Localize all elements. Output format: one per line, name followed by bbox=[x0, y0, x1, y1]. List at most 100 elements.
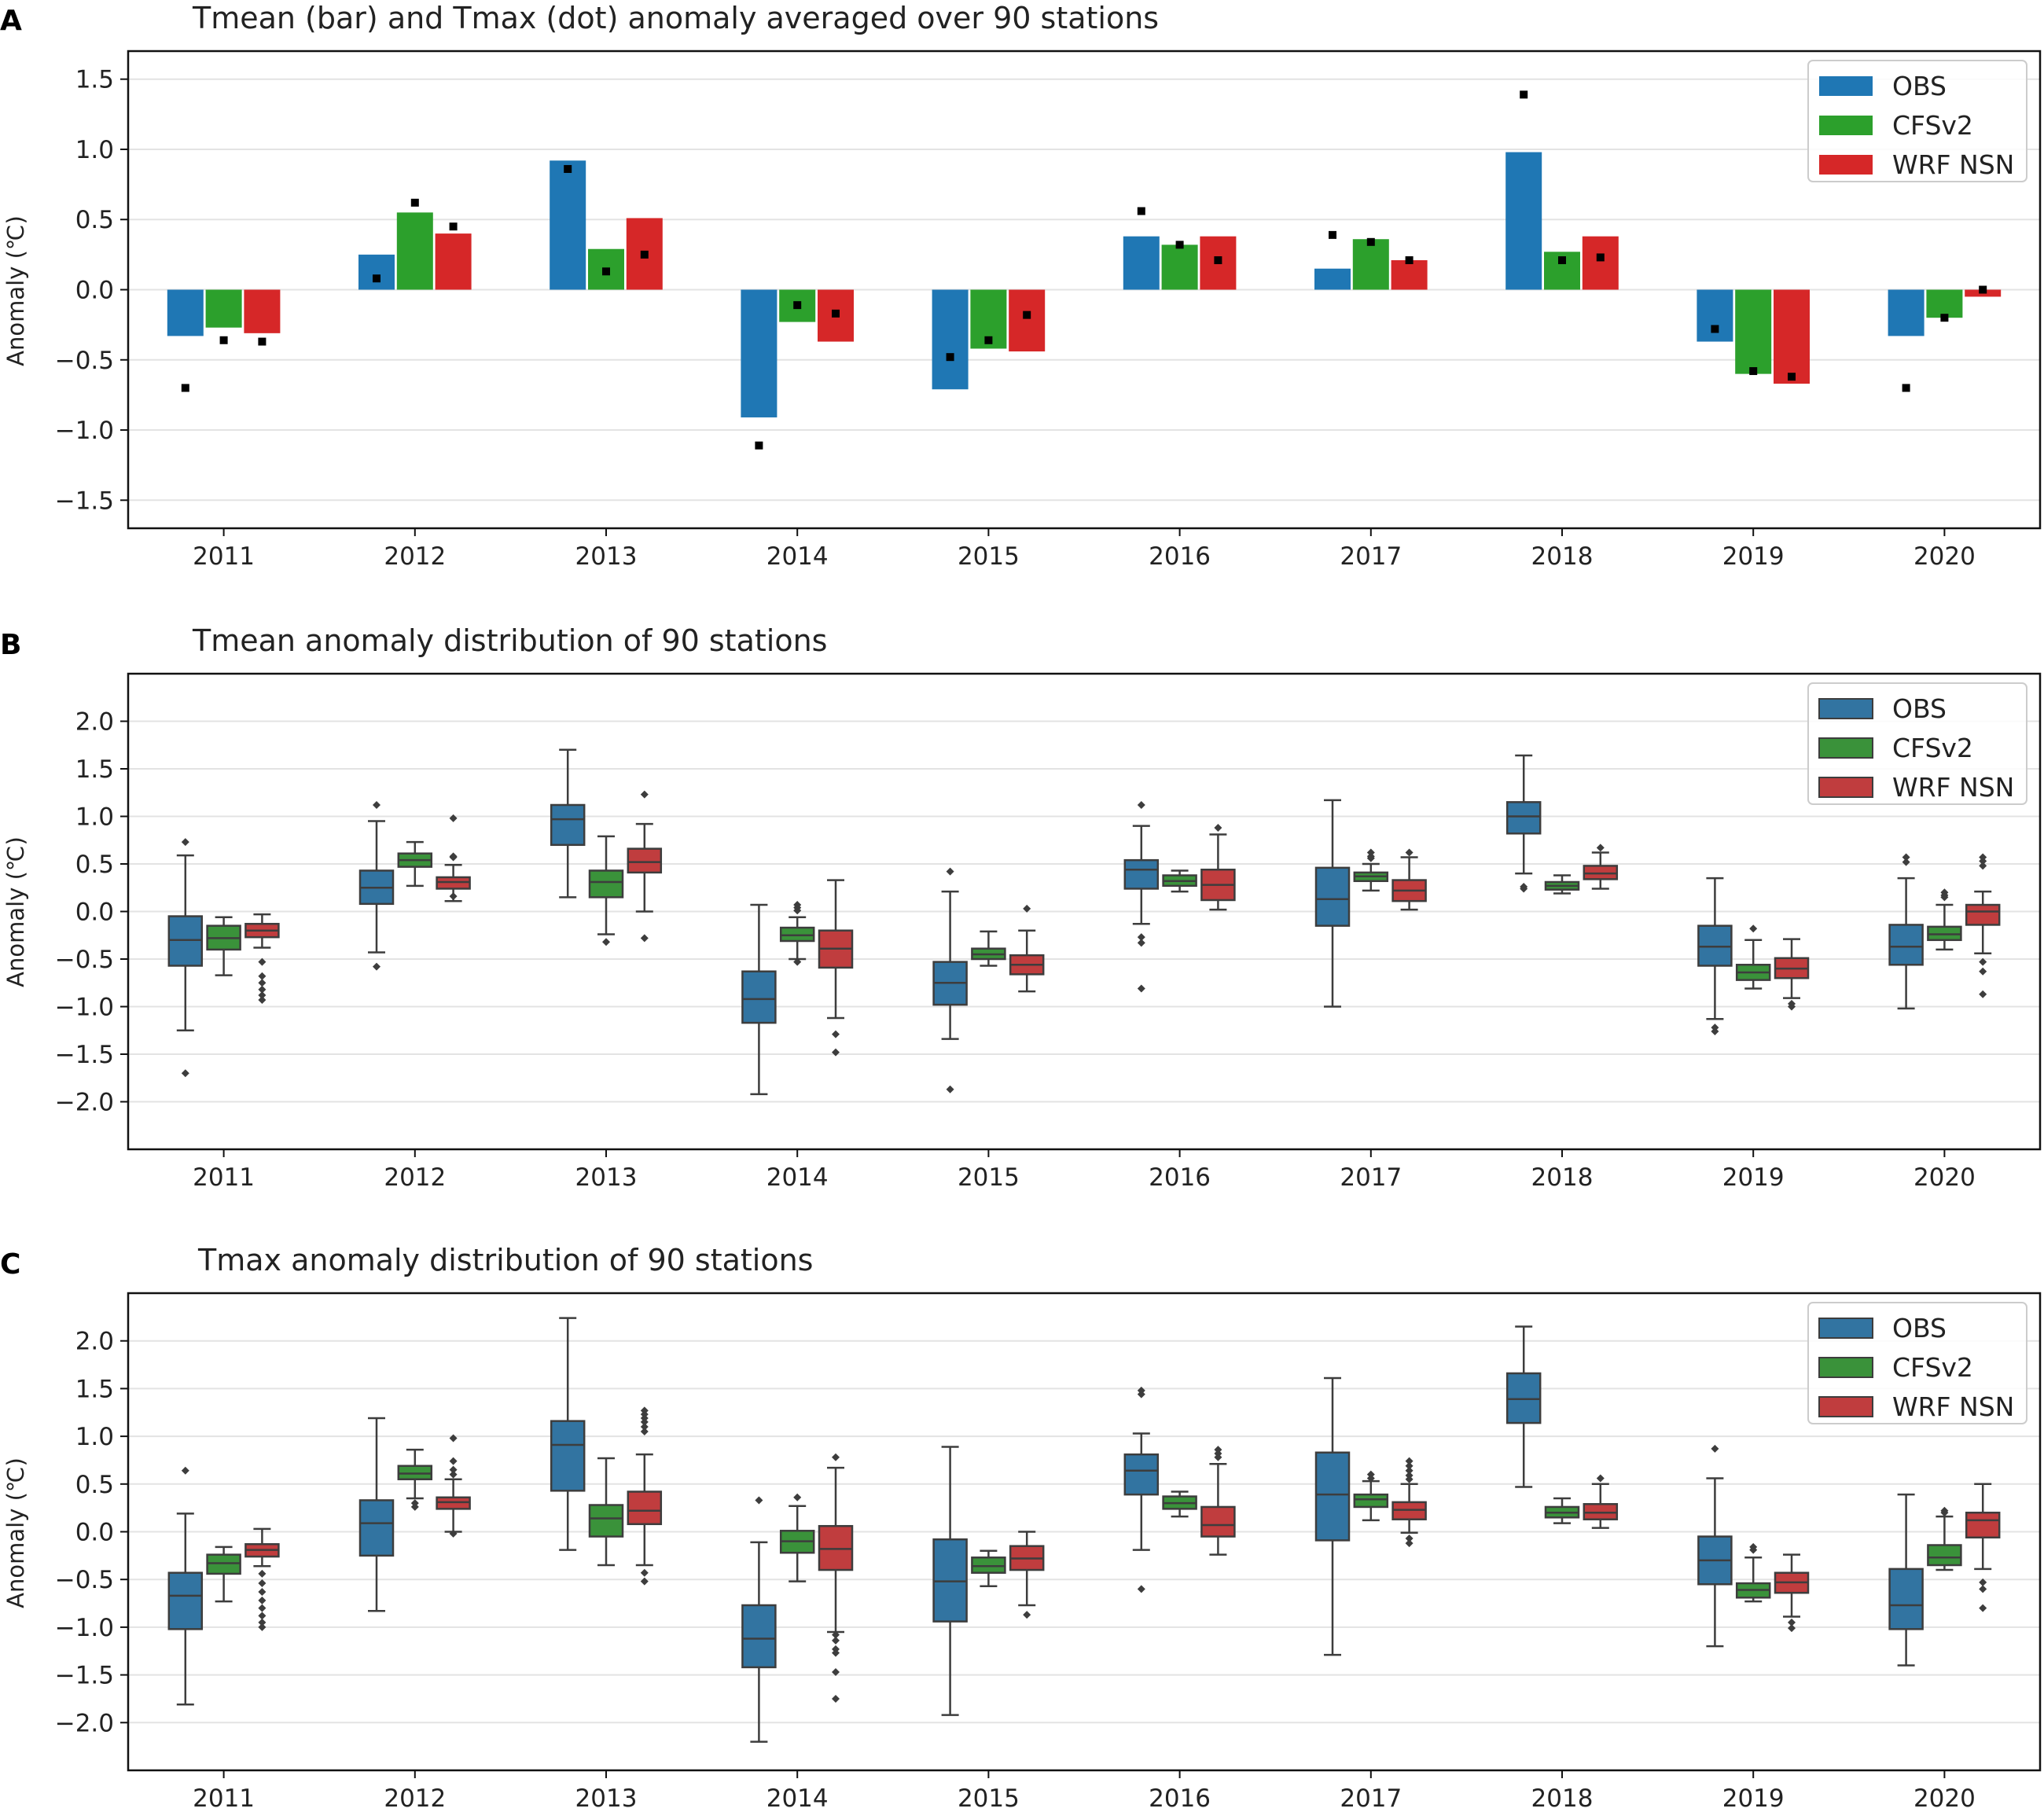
legend-label-obs: OBS bbox=[1892, 693, 1947, 724]
outlier-wrf-nsn bbox=[832, 1453, 840, 1461]
outlier-obs bbox=[1902, 858, 1910, 866]
x-tick-label: 2017 bbox=[1340, 1784, 1402, 1812]
y-tick-label: 1.0 bbox=[75, 803, 114, 832]
x-tick-label: 2011 bbox=[193, 1784, 255, 1812]
outlier-obs bbox=[1711, 1444, 1719, 1453]
panel-letter: A bbox=[0, 5, 22, 37]
outlier-wrf-nsn bbox=[1405, 1475, 1414, 1483]
chart-marks bbox=[167, 90, 2002, 450]
box-obs bbox=[741, 1604, 777, 1669]
outlier-wrf-nsn bbox=[258, 985, 267, 994]
y-axis-label: Anomaly (℃) bbox=[2, 1457, 29, 1608]
y-tick-label: −2.0 bbox=[55, 1709, 114, 1737]
y-tick-label: 2.0 bbox=[75, 1328, 114, 1356]
outlier-wrf-nsn bbox=[449, 1457, 458, 1465]
tmax-dot-obs bbox=[564, 164, 572, 173]
y-tick-label: −1.5 bbox=[55, 487, 114, 515]
outlier-wrf-nsn bbox=[258, 1618, 267, 1626]
box-wrf-nsn bbox=[627, 1490, 663, 1526]
y-tick-label: −2.0 bbox=[55, 1089, 114, 1117]
legend-swatch-cfsv2 bbox=[1818, 737, 1873, 759]
outlier-wrf-nsn bbox=[1596, 1474, 1605, 1483]
legend: OBS CFSv2 WRF NSN bbox=[1807, 682, 2027, 805]
outlier-wrf-nsn bbox=[832, 1648, 840, 1657]
y-tick-label: 0.0 bbox=[75, 1519, 114, 1547]
x-tick-label: 2014 bbox=[766, 542, 829, 571]
bar-obs bbox=[550, 160, 586, 290]
tmax-dot-cfsv2 bbox=[219, 336, 228, 344]
tmax-dot-wrf-nsn bbox=[1214, 256, 1222, 265]
outlier-obs bbox=[181, 838, 189, 847]
plot-frame bbox=[127, 672, 2042, 1151]
legend-label-obs: OBS bbox=[1892, 71, 1947, 101]
panel-letter: C bbox=[0, 1248, 20, 1281]
outlier-cfsv2 bbox=[602, 938, 610, 946]
legend-swatch-wrf-nsn bbox=[1818, 777, 1873, 798]
tmax-dot-wrf-nsn bbox=[258, 337, 267, 346]
y-tick-label: 0.5 bbox=[75, 1471, 114, 1499]
bar-obs bbox=[358, 254, 395, 290]
outlier-wrf-nsn bbox=[640, 1417, 649, 1426]
x-tick-label: 2012 bbox=[384, 1163, 446, 1192]
x-axis: 2011 2012 2013 2014 2015 2016 2017 2018 2019 2020 bbox=[193, 1770, 1976, 1812]
outlier-wrf-nsn bbox=[258, 1623, 267, 1631]
outlier-cfsv2 bbox=[793, 957, 802, 966]
x-tick-label: 2019 bbox=[1722, 542, 1785, 571]
box-obs bbox=[167, 1571, 204, 1630]
x-tick-label: 2011 bbox=[193, 542, 255, 571]
panel-c: C Tmax anomaly distribution of 90 statio… bbox=[0, 1243, 2042, 1812]
y-tick-label: −1.0 bbox=[55, 417, 114, 445]
bar-cfsv2 bbox=[1735, 289, 1772, 374]
outlier-wrf-nsn bbox=[1214, 1453, 1222, 1461]
outlier-wrf-nsn bbox=[1788, 1618, 1796, 1626]
outlier-wrf-nsn bbox=[1979, 1578, 1987, 1586]
y-tick-label: 0.5 bbox=[75, 851, 114, 879]
y-tick-label: 1.5 bbox=[75, 1375, 114, 1403]
legend-swatch-obs bbox=[1818, 1318, 1873, 1339]
plot-frame bbox=[127, 1292, 2042, 1772]
outlier-wrf-nsn bbox=[258, 1569, 267, 1578]
outlier-wrf-nsn bbox=[1979, 967, 1987, 976]
outlier-cfsv2 bbox=[793, 906, 802, 915]
y-tick-label: 0.5 bbox=[75, 206, 114, 234]
outlier-wrf-nsn bbox=[1788, 1002, 1796, 1011]
outlier-wrf-nsn bbox=[1214, 824, 1222, 832]
tmax-dot-wrf-nsn bbox=[832, 309, 840, 318]
outlier-wrf-nsn bbox=[449, 1434, 458, 1443]
tmax-dot-obs bbox=[373, 274, 380, 283]
box-cfsv2 bbox=[1927, 1544, 1962, 1567]
x-tick-label: 2019 bbox=[1722, 1163, 1785, 1192]
box-obs bbox=[1314, 1451, 1351, 1542]
outlier-wrf-nsn bbox=[640, 790, 649, 799]
y-axis: −2.0 −1.5 −1.0 −0.5 0.0 0.5 1.0 1.5 2.0 bbox=[55, 1328, 128, 1737]
legend: OBS CFSv2 WRF NSN bbox=[1807, 1302, 2027, 1424]
x-tick-label: 2014 bbox=[766, 1784, 829, 1812]
y-tick-label: −1.5 bbox=[55, 1041, 114, 1069]
outlier-wrf-nsn bbox=[1979, 857, 1987, 866]
x-tick-label: 2018 bbox=[1531, 1163, 1594, 1192]
box-obs bbox=[1314, 866, 1351, 927]
bar-obs bbox=[1505, 152, 1542, 290]
outlier-wrf-nsn bbox=[258, 972, 267, 980]
outlier-cfsv2 bbox=[1940, 1509, 1949, 1517]
tmax-dot-wrf-nsn bbox=[1023, 311, 1031, 319]
bar-cfsv2 bbox=[205, 289, 242, 328]
outlier-obs bbox=[181, 1466, 189, 1475]
x-tick-label: 2019 bbox=[1722, 1784, 1785, 1812]
outlier-wrf-nsn bbox=[258, 1587, 267, 1596]
outlier-cfsv2 bbox=[1749, 1542, 1758, 1551]
x-tick-label: 2017 bbox=[1340, 1163, 1402, 1192]
x-tick-label: 2018 bbox=[1531, 1784, 1594, 1812]
chart-title: Tmean anomaly distribution of 90 station… bbox=[192, 623, 827, 658]
panel-b: B Tmean anomaly distribution of 90 stati… bbox=[0, 623, 2042, 1192]
legend-label-wrf-nsn: WRF NSN bbox=[1892, 1391, 2014, 1422]
box-wrf-nsn bbox=[1200, 1505, 1236, 1538]
tmax-dot-wrf-nsn bbox=[1979, 285, 1987, 294]
bar-wrf-nsn bbox=[244, 289, 281, 333]
y-tick-label: 1.5 bbox=[75, 755, 114, 784]
outlier-wrf-nsn bbox=[1788, 1624, 1796, 1633]
x-tick-label: 2014 bbox=[766, 1163, 829, 1192]
outlier-wrf-nsn bbox=[449, 852, 458, 861]
plot-frame bbox=[127, 50, 2042, 530]
